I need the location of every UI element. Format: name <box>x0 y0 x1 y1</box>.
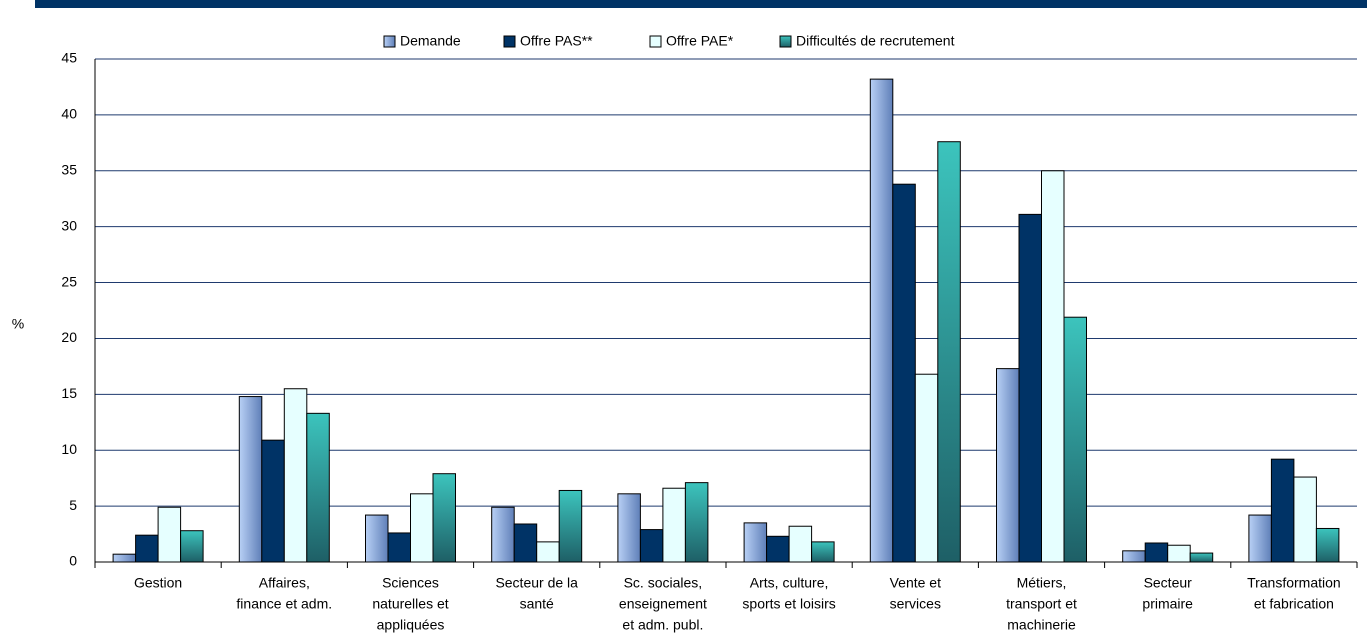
x-tick-label: Affaires, <box>259 575 310 591</box>
bar <box>283 388 308 563</box>
bar <box>996 368 1020 563</box>
bar <box>1270 458 1295 563</box>
y-tick-label: 10 <box>61 441 77 457</box>
y-tick-label: 25 <box>61 273 77 289</box>
legend-swatch <box>649 35 662 48</box>
bar <box>1041 170 1065 563</box>
x-tick-label: Secteur de la <box>495 575 578 591</box>
bar <box>261 439 285 563</box>
x-tick-label: machinerie <box>1007 617 1076 633</box>
bar <box>1189 552 1214 563</box>
x-tick-label: transport et <box>1006 596 1077 612</box>
bar <box>1248 514 1272 563</box>
x-tick-label: Secteur <box>1144 575 1193 591</box>
legend-label: Offre PAE* <box>666 33 734 49</box>
x-tick-label: Arts, culture, <box>750 575 829 591</box>
bar <box>387 532 411 563</box>
legend-swatch <box>383 35 396 48</box>
bar <box>1315 527 1340 563</box>
x-tick-label: naturelles et <box>372 596 448 612</box>
bar <box>892 183 916 563</box>
bar <box>1167 544 1191 563</box>
bar <box>639 529 664 563</box>
x-tick-label: et fabrication <box>1254 596 1334 612</box>
legend-swatch <box>779 35 792 48</box>
bar <box>914 373 939 563</box>
bar <box>135 534 159 563</box>
x-tick-label: enseignement <box>619 596 707 612</box>
legend-swatch <box>503 35 516 48</box>
bar <box>1122 550 1146 563</box>
bar <box>788 525 813 563</box>
y-tick-label: 35 <box>61 161 77 177</box>
bar <box>432 473 456 563</box>
x-tick-label: santé <box>520 596 554 612</box>
bar <box>1063 316 1087 563</box>
bar <box>513 523 538 563</box>
bar <box>937 141 961 563</box>
x-tick-label: appliquées <box>377 617 445 633</box>
y-tick-label: 0 <box>69 553 77 569</box>
x-tick-label: Gestion <box>134 575 182 591</box>
bar <box>365 514 389 563</box>
y-tick-label: 20 <box>61 329 77 345</box>
bar <box>180 530 204 563</box>
x-tick-label: finance et adm. <box>236 596 332 612</box>
bar <box>684 482 709 563</box>
bar <box>238 396 263 563</box>
legend-label: Demande <box>400 33 461 49</box>
y-tick-label: 40 <box>61 106 77 122</box>
bar <box>410 493 434 563</box>
bar <box>112 553 137 563</box>
bar <box>811 541 835 563</box>
y-tick-label: 5 <box>69 497 77 513</box>
x-tick-label: Sciences <box>382 575 439 591</box>
bar <box>869 78 894 563</box>
y-tick-label: 15 <box>61 385 77 401</box>
x-tick-label: Vente et <box>890 575 941 591</box>
bar <box>617 493 641 563</box>
x-tick-label: Sc. sociales, <box>624 575 703 591</box>
bar <box>306 412 330 563</box>
header-bar <box>35 0 1367 8</box>
x-tick-label: sports et loisirs <box>742 596 835 612</box>
bar <box>558 489 583 563</box>
y-tick-label: 45 <box>61 50 77 66</box>
bar <box>743 522 768 563</box>
x-tick-label: services <box>890 596 941 612</box>
bar <box>157 506 182 563</box>
bar <box>1293 476 1317 563</box>
bar <box>766 535 790 563</box>
legend-label: Offre PAS** <box>520 33 593 49</box>
bar <box>536 541 560 563</box>
x-tick-label: Transformation <box>1247 575 1341 591</box>
x-tick-label: et adm. publ. <box>622 617 703 633</box>
x-tick-label: primaire <box>1142 596 1193 612</box>
bar <box>1144 542 1169 563</box>
bar <box>662 487 686 563</box>
bar <box>491 506 515 563</box>
legend-label: Difficultés de recrutement <box>796 33 955 49</box>
x-tick-label: Métiers, <box>1017 575 1067 591</box>
y-axis-label: % <box>12 316 24 332</box>
y-tick-label: 30 <box>61 217 77 233</box>
bar <box>1018 213 1042 563</box>
